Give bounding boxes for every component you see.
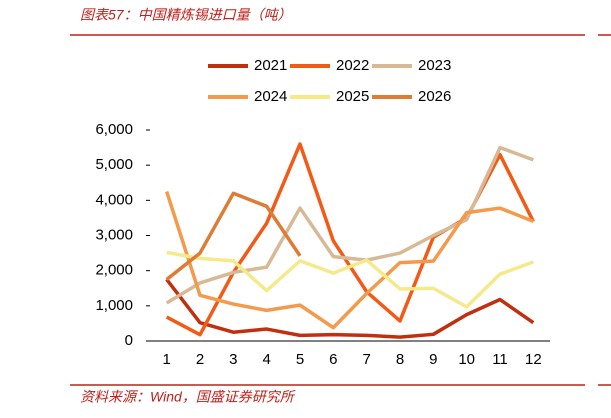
y-tick-label: 6,000 [95, 121, 133, 138]
y-tick-label: 5,000 [95, 156, 133, 173]
x-tick-label: 1 [162, 351, 170, 368]
x-tick-label: 8 [396, 351, 404, 368]
x-tick-label: 11 [492, 351, 508, 368]
y-tick-label: 1,000 [95, 297, 133, 314]
y-tick-label: 4,000 [95, 191, 133, 208]
x-tick-label: 3 [229, 351, 237, 368]
series-line [165, 145, 534, 305]
legend-label: 2024 [254, 88, 287, 105]
y-tick-label: 2,000 [95, 262, 133, 279]
source-note: 资料来源：Wind，国盛证券研究所 [80, 389, 296, 405]
x-tick-label: 9 [429, 351, 437, 368]
series-line [165, 278, 535, 339]
x-tick-label: 12 [525, 351, 542, 368]
legend-label: 2022 [336, 57, 369, 74]
x-tick-label: 2 [196, 351, 204, 368]
series-line [166, 250, 534, 309]
legend-label: 2026 [418, 88, 451, 105]
legend-label: 2021 [254, 57, 287, 74]
x-tick-label: 5 [296, 351, 304, 368]
series-line [165, 142, 535, 337]
x-tick-label: 4 [262, 351, 270, 368]
x-tick-label: 6 [329, 351, 337, 368]
y-tick-label: 0 [125, 332, 133, 349]
legend-label: 2023 [418, 57, 451, 74]
chart-title: 图表57：中国精炼锡进口量（吨） [80, 7, 292, 23]
series-line [165, 191, 534, 330]
x-tick-label: 10 [458, 351, 475, 368]
legend-label: 2025 [336, 88, 369, 105]
series-line [165, 191, 302, 281]
x-tick-label: 7 [362, 351, 370, 368]
y-tick-label: 3,000 [95, 226, 133, 243]
